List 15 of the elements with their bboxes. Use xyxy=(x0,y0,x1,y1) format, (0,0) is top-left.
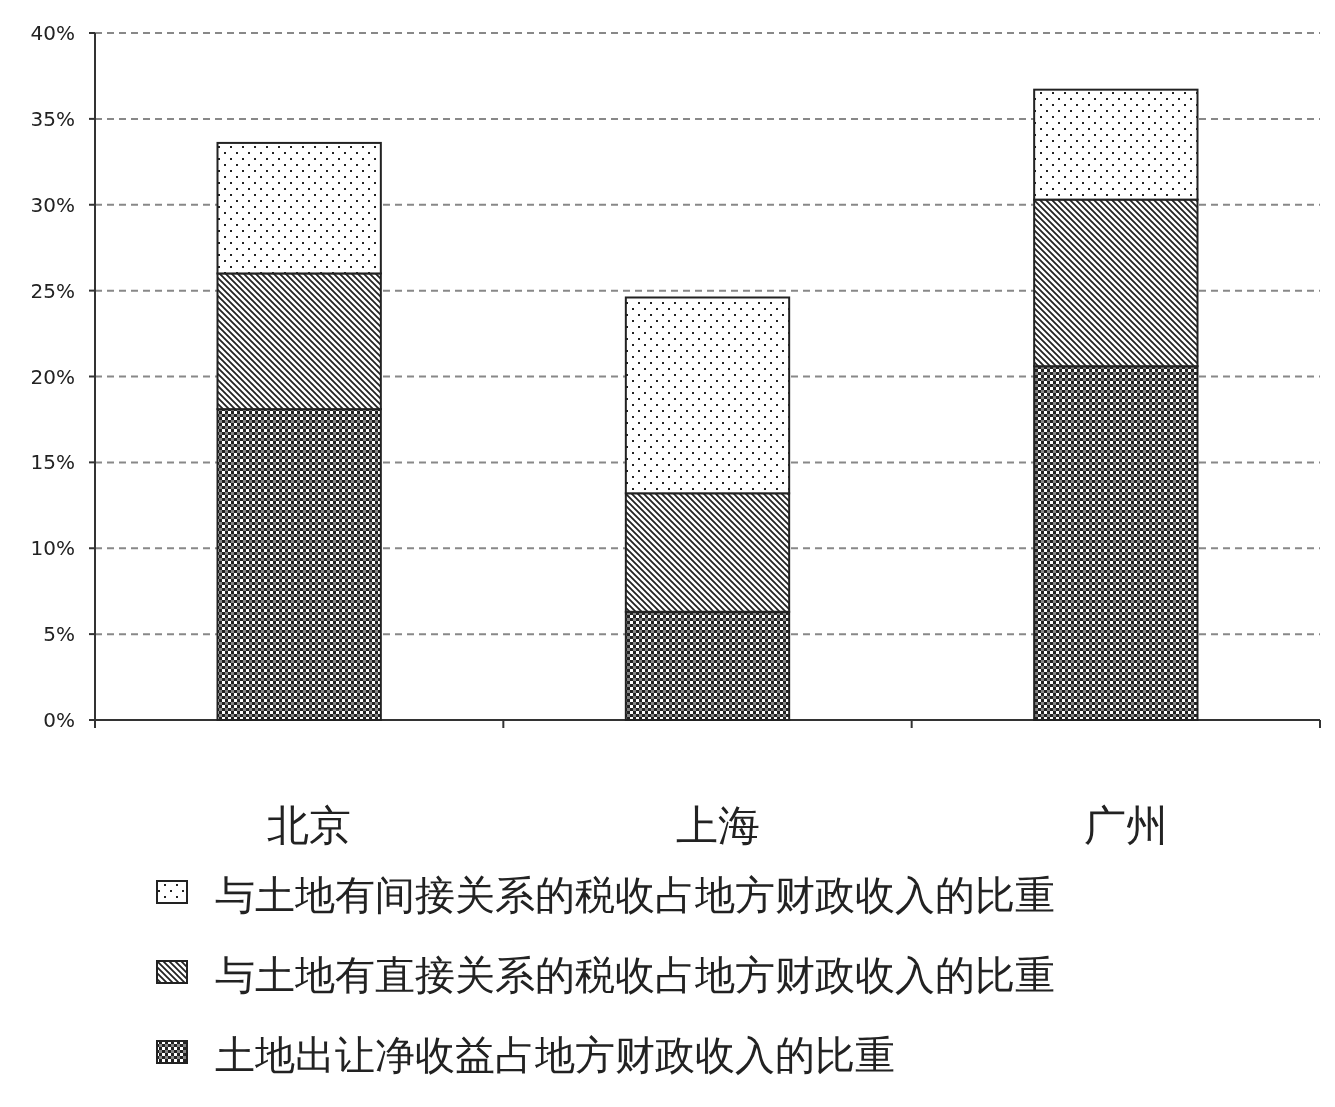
y-tick-label: 40% xyxy=(30,21,75,45)
y-tick-label: 20% xyxy=(30,364,75,389)
x-tick-label: 广州 xyxy=(1083,801,1168,850)
y-tick-label: 25% xyxy=(30,278,75,303)
y-tick-label: 10% xyxy=(30,536,75,561)
x-tick-label: 上海 xyxy=(675,801,760,850)
y-tick-label: 5% xyxy=(43,622,75,647)
y-tick-label: 0% xyxy=(43,708,75,732)
legend-label: 土地出让净收益占地方财政收入的比重 xyxy=(215,1032,895,1078)
legend-label: 与土地有间接关系的税收占地方财政收入的比重 xyxy=(215,872,1055,918)
x-tick-label: 北京 xyxy=(267,801,352,850)
y-tick-label: 30% xyxy=(30,192,75,217)
y-tick-label: 35% xyxy=(30,106,75,131)
legend-label: 与土地有直接关系的税收占地方财政收入的比重 xyxy=(215,952,1055,998)
y-tick-label: 15% xyxy=(30,450,75,475)
